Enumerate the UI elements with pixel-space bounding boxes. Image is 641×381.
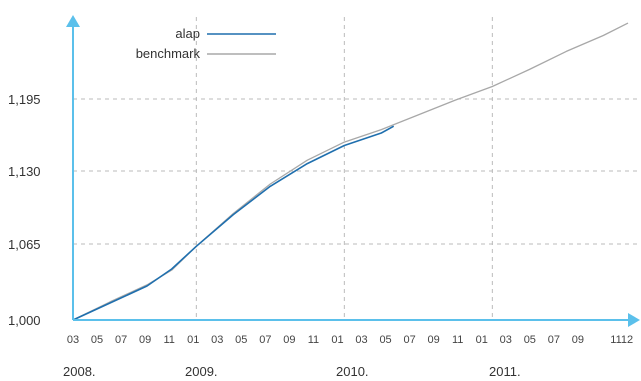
x-tick-label: 05 [379,334,391,346]
series-line-alap [72,125,395,321]
x-tick-label: 07 [548,334,560,346]
legend-label-alap: alap [175,26,200,41]
x-tick-label: 03 [67,334,79,346]
x-tick-label: 09 [572,334,584,346]
y-axis-arrow [66,15,80,27]
year-label: 2011. [489,364,521,379]
x-tick-label: 11 [308,334,319,346]
x-tick-label: 01 [187,334,199,346]
x-tick-label: 09 [428,334,440,346]
axes [66,15,640,327]
x-tick-label: 03 [500,334,512,346]
y-tick-label: 1,130 [8,164,41,179]
legend: alap benchmark [136,26,276,61]
y-tick-label: 1,000 [8,313,41,328]
x-tick-label: 05 [91,334,103,346]
x-axis-arrow [628,313,640,327]
y-tick-label: 1,065 [8,237,41,252]
series-line-benchmark [72,22,629,321]
legend-label-benchmark: benchmark [136,46,201,61]
x-tick-label: 11 [452,334,463,346]
x-tick-label: 07 [259,334,271,346]
x-tick-label: 11 [610,334,621,346]
grid [73,17,640,320]
x-tick-label: 03 [355,334,367,346]
x-tick-label: 05 [524,334,536,346]
y-tick-labels: 1,000 1,065 1,130 1,195 [8,92,41,328]
x-tick-label: 11 [163,334,174,346]
year-label: 2010. [336,364,369,379]
y-tick-label: 1,195 [8,92,41,107]
x-tick-label: 07 [115,334,127,346]
x-tick-label: 09 [283,334,295,346]
x-tick-labels: 03 05 07 09 11 01 03 05 07 09 11 01 03 05 07 09 11 01 03 05… [67,334,633,346]
year-label: 2008. [63,364,96,379]
x-tick-label: 05 [235,334,247,346]
x-tick-label: 03 [211,334,223,346]
year-label: 2009. [185,364,218,379]
x-tick-label: 01 [331,334,343,346]
x-tick-label: 12 [621,334,633,346]
x-tick-label: 01 [476,334,488,346]
year-labels: 2008. 2009. 2010. 2011. [63,364,521,379]
series-layer [72,22,629,321]
x-tick-label: 07 [403,334,415,346]
x-tick-label: 09 [139,334,151,346]
